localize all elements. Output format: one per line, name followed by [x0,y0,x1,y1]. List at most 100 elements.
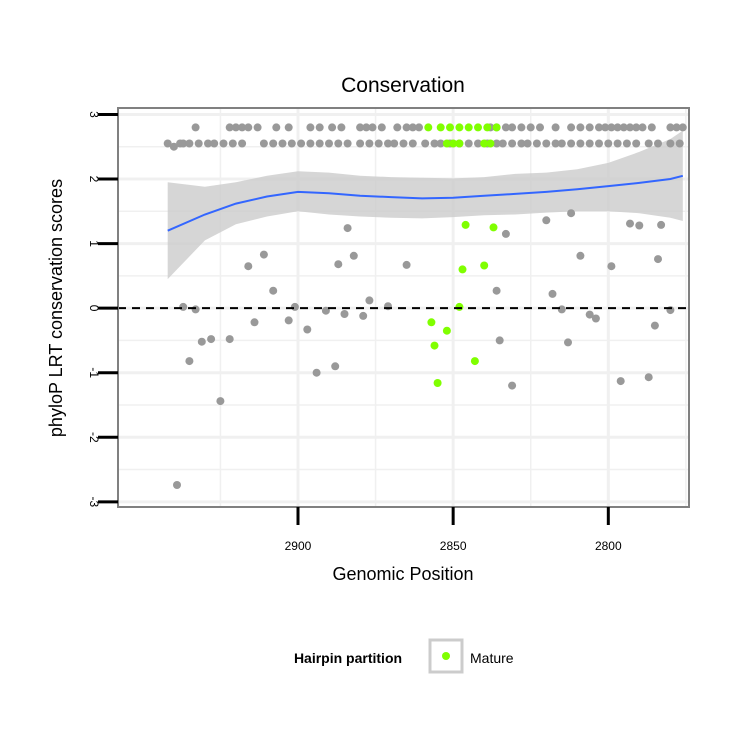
data-point [532,139,541,148]
data-point-mature [486,139,495,148]
data-point [259,139,268,148]
data-point-mature [470,357,479,366]
data-point-mature [474,123,482,132]
data-point [284,316,293,325]
data-point [613,123,622,132]
data-point [374,139,383,148]
data-point [567,123,576,132]
data-point [415,123,423,132]
chart-title: Conservation [341,74,465,97]
data-point [619,123,628,132]
data-point [474,139,482,148]
data-point [315,123,324,132]
data-point [238,139,247,148]
data-point [287,139,296,148]
data-point [585,139,594,148]
data-point [666,139,675,148]
data-point [259,250,268,259]
y-tick-label: -3 [87,496,101,507]
x-axis-title: Genomic Position [332,564,473,584]
data-point-mature [455,123,464,132]
data-point [334,260,343,269]
data-point [492,286,501,295]
data-point-mature [455,139,464,148]
data-point [492,139,501,148]
data-point-mature [455,302,464,311]
y-tick-label: 3 [87,111,101,118]
data-point [362,123,371,132]
data-point [250,318,259,327]
data-point [340,310,349,318]
data-point [325,139,333,148]
data-point [228,139,237,148]
data-point [207,335,216,344]
data-point [219,139,228,148]
data-point [315,139,324,148]
data-point [269,139,278,148]
x-tick-label: 2850 [440,539,467,553]
data-point-mature [449,139,458,148]
data-point [526,123,535,132]
data-point [306,139,315,148]
data-point [517,139,526,148]
data-point [328,123,337,132]
data-point-mature [424,123,433,132]
data-point [595,139,603,148]
data-point [306,123,315,132]
y-tick-label: 2 [87,176,101,183]
data-point [272,123,281,132]
data-point [402,123,411,132]
confidence-band [167,130,683,280]
data-point [536,123,544,132]
data-point [632,139,641,148]
data-point [399,139,408,148]
data-point [408,123,417,132]
data-point-mature [464,123,473,132]
data-point [551,123,560,132]
data-point [204,139,212,148]
data-point [269,286,278,295]
y-axis-title: phyloP LRT conservation scores [46,179,66,437]
plot-area: 3 2 1 0 -1 -2 -3 2900 2850 2800 [87,107,690,553]
data-point [225,335,234,344]
data-point [436,139,445,148]
data-point-mature [480,139,489,148]
data-point [616,377,625,386]
data-point [601,123,610,132]
data-point [604,139,613,148]
data-point [343,224,352,233]
data-point [672,123,681,132]
data-point-mature [427,318,436,327]
data-point [303,325,312,334]
data-point [576,251,585,260]
data-point-mature [483,123,492,132]
data-point [278,139,287,148]
data-point [638,123,647,132]
legend-title: Hairpin partition [294,650,402,666]
data-point [678,123,687,132]
data-point [284,123,293,132]
data-point [564,338,572,347]
data-point [191,123,200,132]
legend-label-mature: Mature [470,650,514,666]
data-point [384,139,392,148]
data-point [173,481,181,489]
data-point [179,302,188,311]
data-point [312,368,321,377]
y-tick-label: 0 [87,305,101,312]
data-point [321,306,330,315]
data-point [542,216,551,225]
data-point [253,123,262,132]
data-point [508,139,517,148]
data-point [542,139,551,148]
data-point-mature [492,123,501,132]
data-point [666,123,675,132]
data-point [390,139,399,148]
data-point [607,262,616,271]
data-point [523,139,532,148]
data-point [576,139,585,148]
data-point [567,139,576,148]
data-point [356,123,365,132]
data-point [421,139,430,148]
